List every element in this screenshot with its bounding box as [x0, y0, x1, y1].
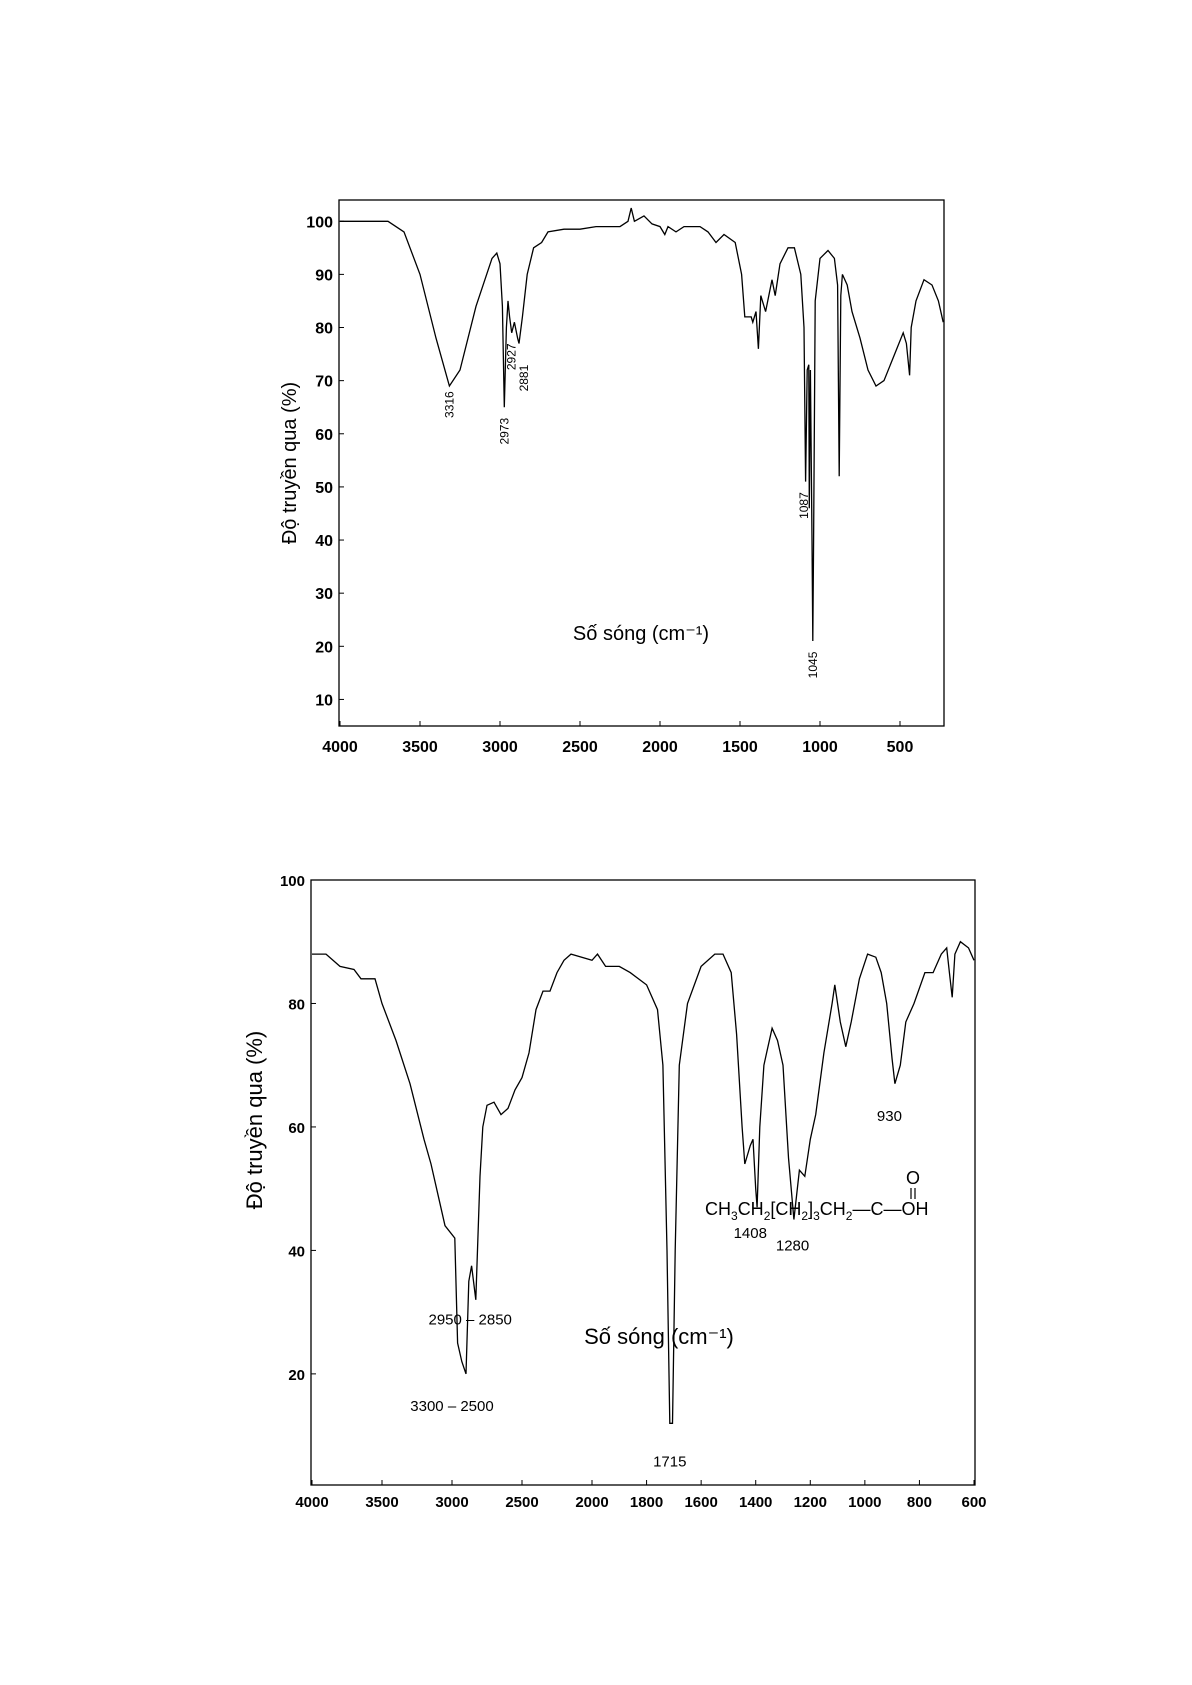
x-tick-label: 3500	[402, 739, 438, 756]
plot-frame	[338, 199, 945, 727]
peak-annotation: 1408	[734, 1225, 767, 1242]
peak-annotation: 2927	[505, 343, 519, 370]
formula-part: CH	[705, 1199, 731, 1219]
formula-part: [CH	[770, 1199, 801, 1219]
plot-frame	[310, 879, 976, 1486]
y-tick-label: 100	[306, 214, 333, 231]
formula-part: 2	[846, 1209, 853, 1223]
formula-part: ]	[808, 1199, 813, 1219]
y-tick-label: 80	[288, 996, 305, 1013]
x-tick-label: 2000	[642, 739, 678, 756]
y-tick-label: 20	[315, 639, 333, 656]
chart-heptanoic-acid-ir: Số sóng (cm⁻¹) Độ truyền qua (%) 4000 350…	[242, 873, 987, 1511]
peak-annotation: 1045	[806, 651, 820, 678]
formula-part: 2	[764, 1209, 771, 1223]
x-tick-label: 1000	[848, 1494, 881, 1511]
carbonyl-oxygen: O	[906, 1168, 920, 1188]
x-tick-label: 1800	[630, 1494, 663, 1511]
y-tick-label: 10	[315, 692, 333, 709]
x-tick-label: 2500	[562, 739, 598, 756]
x-tick-label: 2500	[505, 1494, 538, 1511]
peak-annotation: 1087	[797, 492, 811, 519]
y-tick-label: 30	[315, 586, 333, 603]
x-tick-label: 1600	[684, 1494, 717, 1511]
peak-annotation: 2950 – 2850	[428, 1311, 511, 1328]
peak-annotation: 3316	[442, 391, 456, 418]
y-tick-label: 80	[315, 321, 333, 338]
chart-ethanol-ir: Số sóng (cm⁻¹) Độ truyền qua (%) 4000 350…	[279, 199, 945, 756]
formula-part: 2	[801, 1209, 808, 1223]
formula-part: CH	[738, 1199, 764, 1219]
y-axis-label: Độ truyền qua (%)	[279, 382, 301, 544]
x-tick-label: 1000	[802, 739, 838, 756]
y-tick-label: 40	[288, 1243, 305, 1260]
formula-part: —C—OH	[852, 1199, 928, 1219]
y-tick-label: 60	[288, 1120, 305, 1137]
formula-part: CH	[820, 1199, 846, 1219]
x-tick-label: 3000	[435, 1494, 468, 1511]
y-tick-label: 20	[288, 1367, 305, 1384]
peak-annotation: 1280	[776, 1237, 809, 1254]
chemical-formula: CH3CH2[CH2]3CH2—C—OH	[705, 1199, 928, 1223]
x-axis-label: Số sóng (cm⁻¹)	[584, 1324, 734, 1349]
x-tick-label: 1400	[739, 1494, 772, 1511]
spectrum-line	[312, 940, 975, 1424]
formula-part: 3	[813, 1209, 820, 1223]
x-tick-label: 800	[907, 1494, 932, 1511]
y-axis-label: Độ truyền qua (%)	[242, 1031, 267, 1210]
x-tick-label: 1500	[722, 739, 758, 756]
x-axis-label: Số sóng (cm⁻¹)	[573, 623, 709, 645]
spectrum-line	[340, 207, 944, 642]
x-tick-label: 600	[961, 1494, 986, 1511]
x-tick-label: 4000	[295, 1494, 328, 1511]
peak-annotation: 2881	[517, 364, 531, 391]
peak-annotation: 2973	[497, 418, 511, 445]
x-tick-label: 3000	[482, 739, 518, 756]
x-tick-label: 500	[887, 739, 914, 756]
y-tick-label: 50	[315, 480, 333, 497]
peak-annotation: 3300 – 2500	[410, 1398, 493, 1415]
y-tick-label: 70	[315, 374, 333, 391]
peak-annotation: 1715	[653, 1453, 686, 1470]
peak-annotation: 930	[877, 1108, 902, 1125]
x-tick-label: 3500	[365, 1494, 398, 1511]
y-tick-label: 100	[280, 873, 305, 890]
formula-part: 3	[731, 1209, 738, 1223]
y-tick-label: 60	[315, 427, 333, 444]
x-tick-label: 2000	[575, 1494, 608, 1511]
y-tick-label: 90	[315, 267, 333, 284]
x-tick-label: 4000	[322, 739, 358, 756]
y-tick-label: 40	[315, 533, 333, 550]
x-tick-label: 1200	[794, 1494, 827, 1511]
